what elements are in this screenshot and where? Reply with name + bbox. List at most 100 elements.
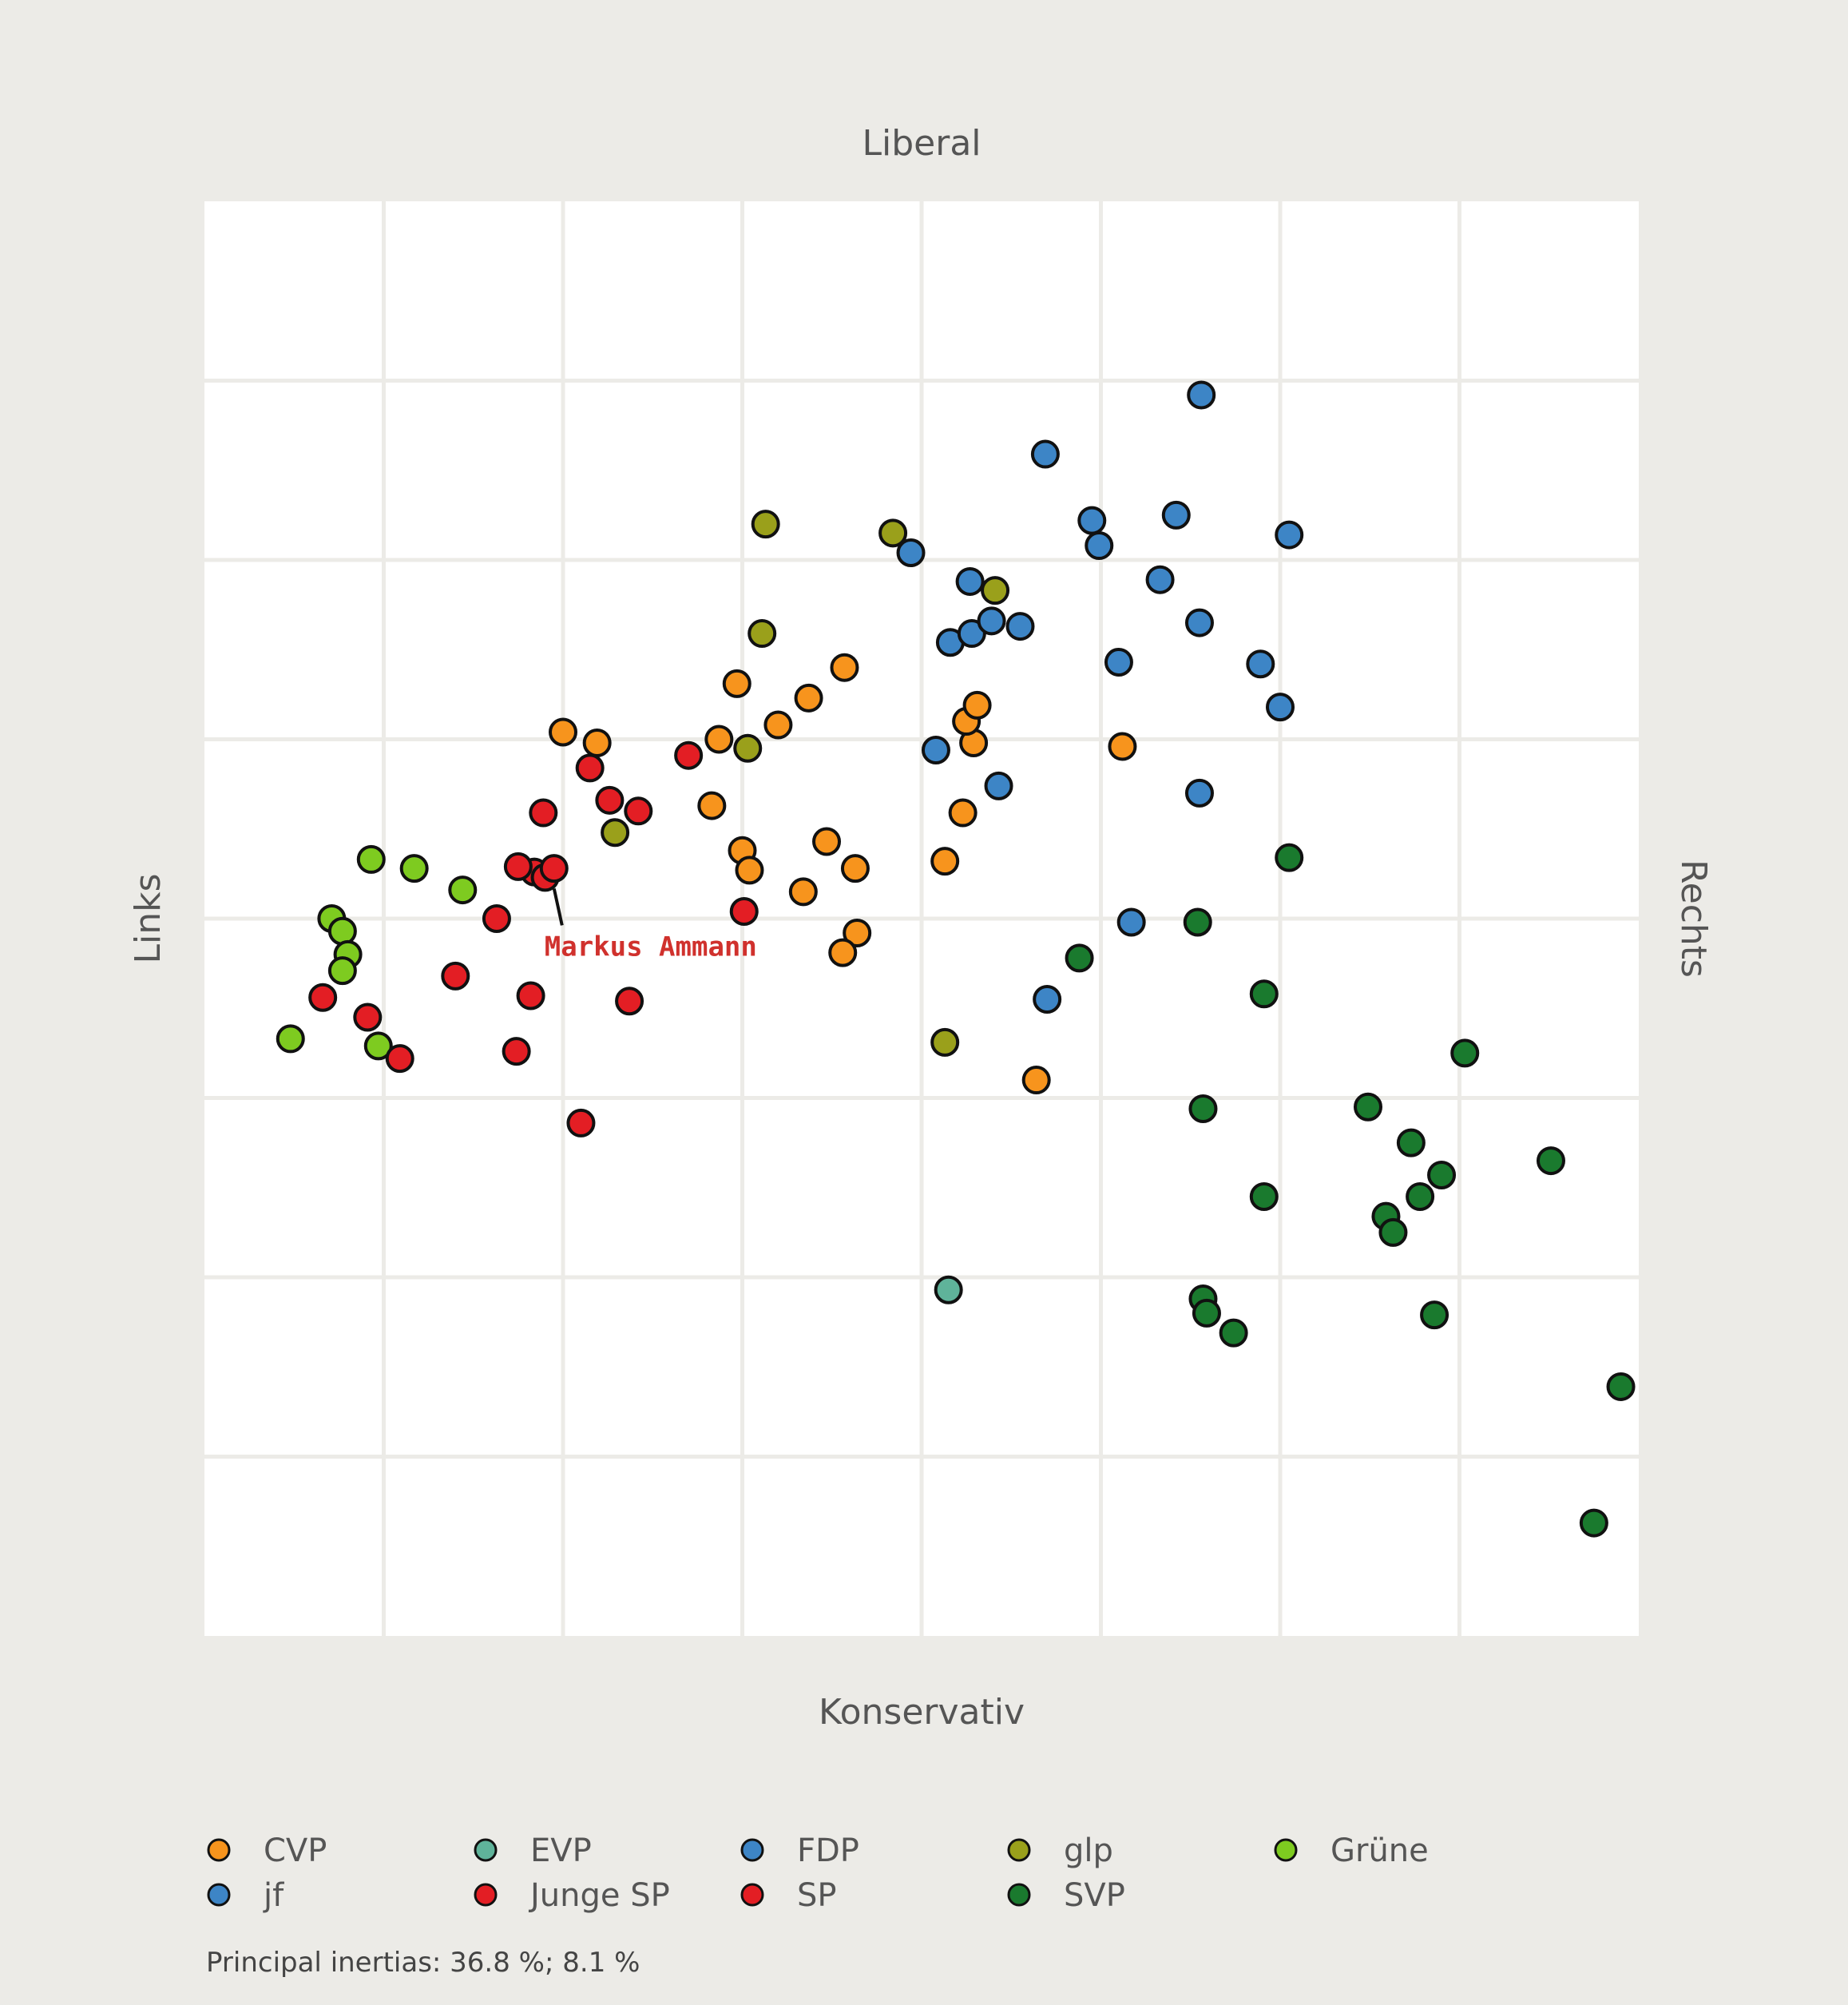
point-junge-sp bbox=[595, 785, 625, 815]
point-fdp bbox=[955, 566, 985, 596]
point-fdp bbox=[1275, 520, 1304, 550]
point-glp bbox=[733, 733, 763, 763]
point-junge-sp bbox=[674, 740, 704, 770]
legend-marker-evp bbox=[474, 1838, 498, 1862]
point-cvp bbox=[1108, 732, 1137, 761]
legend-label-sp: SP bbox=[797, 1877, 837, 1914]
legend-label-svp: SVP bbox=[1064, 1877, 1125, 1914]
legend-marker-jf bbox=[207, 1883, 231, 1907]
point-glp bbox=[930, 1027, 960, 1057]
point-gr-ne bbox=[399, 854, 429, 883]
point-cvp bbox=[948, 798, 978, 828]
point-fdp bbox=[977, 606, 1006, 636]
point-svp bbox=[1420, 1300, 1449, 1330]
point-cvp bbox=[788, 877, 818, 907]
point-fdp bbox=[1184, 608, 1214, 637]
data-points bbox=[276, 380, 1636, 1538]
point-fdp bbox=[1161, 500, 1191, 530]
point-svp bbox=[1378, 1217, 1408, 1247]
legend-label-jf: jf bbox=[263, 1877, 284, 1914]
axis-label-right: Rechts bbox=[1673, 860, 1714, 978]
legend-marker-svp bbox=[1007, 1883, 1031, 1907]
point-fdp bbox=[1184, 778, 1214, 808]
axis-label-left: Links bbox=[128, 873, 169, 963]
legend-marker-junge-sp bbox=[474, 1883, 498, 1907]
point-svp bbox=[1183, 907, 1212, 937]
point-junge-sp bbox=[482, 904, 511, 933]
point-cvp bbox=[812, 827, 842, 856]
principal-inertias-note: Principal inertias: 36.8 %; 8.1 % bbox=[206, 1947, 640, 1979]
point-svp bbox=[1219, 1318, 1248, 1348]
point-gr-ne bbox=[448, 875, 478, 905]
point-cvp bbox=[763, 710, 793, 740]
point-glp bbox=[601, 818, 630, 848]
point-cvp bbox=[735, 856, 764, 885]
point-junge-sp bbox=[529, 798, 558, 828]
point-fdp bbox=[1005, 612, 1035, 641]
legend-label-junge-sp: Junge SP bbox=[528, 1877, 670, 1914]
point-svp bbox=[1396, 1128, 1426, 1157]
point-junge-sp bbox=[624, 796, 653, 826]
point-svp bbox=[1354, 1092, 1383, 1122]
legend-label-glp: glp bbox=[1064, 1832, 1113, 1869]
point-gr-ne bbox=[356, 844, 386, 874]
point-fdp bbox=[1033, 985, 1062, 1014]
point-fdp bbox=[896, 538, 926, 568]
point-cvp bbox=[830, 653, 859, 682]
point-cvp bbox=[1021, 1066, 1051, 1095]
point-cvp bbox=[582, 728, 612, 757]
point-svp bbox=[1536, 1146, 1565, 1176]
point-svp bbox=[1065, 943, 1094, 973]
point-cvp bbox=[828, 938, 858, 967]
point-fdp bbox=[1187, 380, 1216, 410]
point-fdp bbox=[1030, 439, 1060, 469]
point-fdp bbox=[1246, 649, 1275, 679]
legend-marker-gr-ne bbox=[1274, 1838, 1298, 1862]
point-junge-sp bbox=[575, 753, 605, 783]
point-cvp bbox=[549, 717, 577, 747]
point-svp bbox=[1188, 1094, 1218, 1123]
legend-marker-glp bbox=[1007, 1838, 1031, 1862]
point-cvp bbox=[840, 854, 870, 883]
legend-marker-fdp bbox=[740, 1838, 764, 1862]
point-svp bbox=[1275, 843, 1304, 872]
point-cvp bbox=[704, 725, 734, 754]
axis-label-top: Liberal bbox=[862, 123, 981, 164]
point-glp bbox=[878, 518, 908, 548]
point-fdp bbox=[1085, 531, 1114, 561]
point-glp bbox=[981, 576, 1010, 605]
point-fdp bbox=[984, 771, 1013, 800]
point-fdp bbox=[921, 735, 950, 764]
legend-label-evp: EVP bbox=[530, 1832, 592, 1869]
point-gr-ne bbox=[363, 1031, 393, 1061]
point-fdp bbox=[1104, 647, 1133, 677]
point-junge-sp bbox=[385, 1044, 414, 1074]
point-svp bbox=[1579, 1508, 1608, 1538]
annotations: Markus Ammann bbox=[545, 887, 757, 963]
point-cvp bbox=[843, 918, 872, 947]
point-gr-ne bbox=[327, 956, 357, 986]
point-cvp bbox=[962, 690, 992, 720]
point-cvp bbox=[697, 791, 727, 820]
legend-marker-cvp bbox=[207, 1838, 231, 1862]
point-junge-sp bbox=[441, 961, 470, 991]
point-fdp bbox=[1145, 565, 1175, 594]
point-junge-sp bbox=[615, 987, 644, 1016]
point-svp bbox=[1249, 1181, 1279, 1211]
point-svp bbox=[1192, 1298, 1221, 1328]
point-svp bbox=[1427, 1161, 1457, 1190]
point-cvp bbox=[794, 683, 823, 713]
point-junge-sp bbox=[729, 897, 759, 927]
point-cvp bbox=[722, 669, 751, 698]
legend-label-fdp: FDP bbox=[797, 1832, 859, 1869]
point-junge-sp bbox=[566, 1108, 596, 1137]
point-gr-ne bbox=[327, 916, 357, 946]
annotation-leader-line bbox=[552, 887, 564, 926]
point-junge-sp bbox=[503, 852, 533, 881]
point-junge-sp bbox=[516, 981, 545, 1010]
point-cvp bbox=[930, 847, 960, 876]
point-svp bbox=[1606, 1372, 1636, 1401]
point-junge-sp bbox=[353, 1002, 383, 1032]
point-svp bbox=[1406, 1181, 1435, 1211]
